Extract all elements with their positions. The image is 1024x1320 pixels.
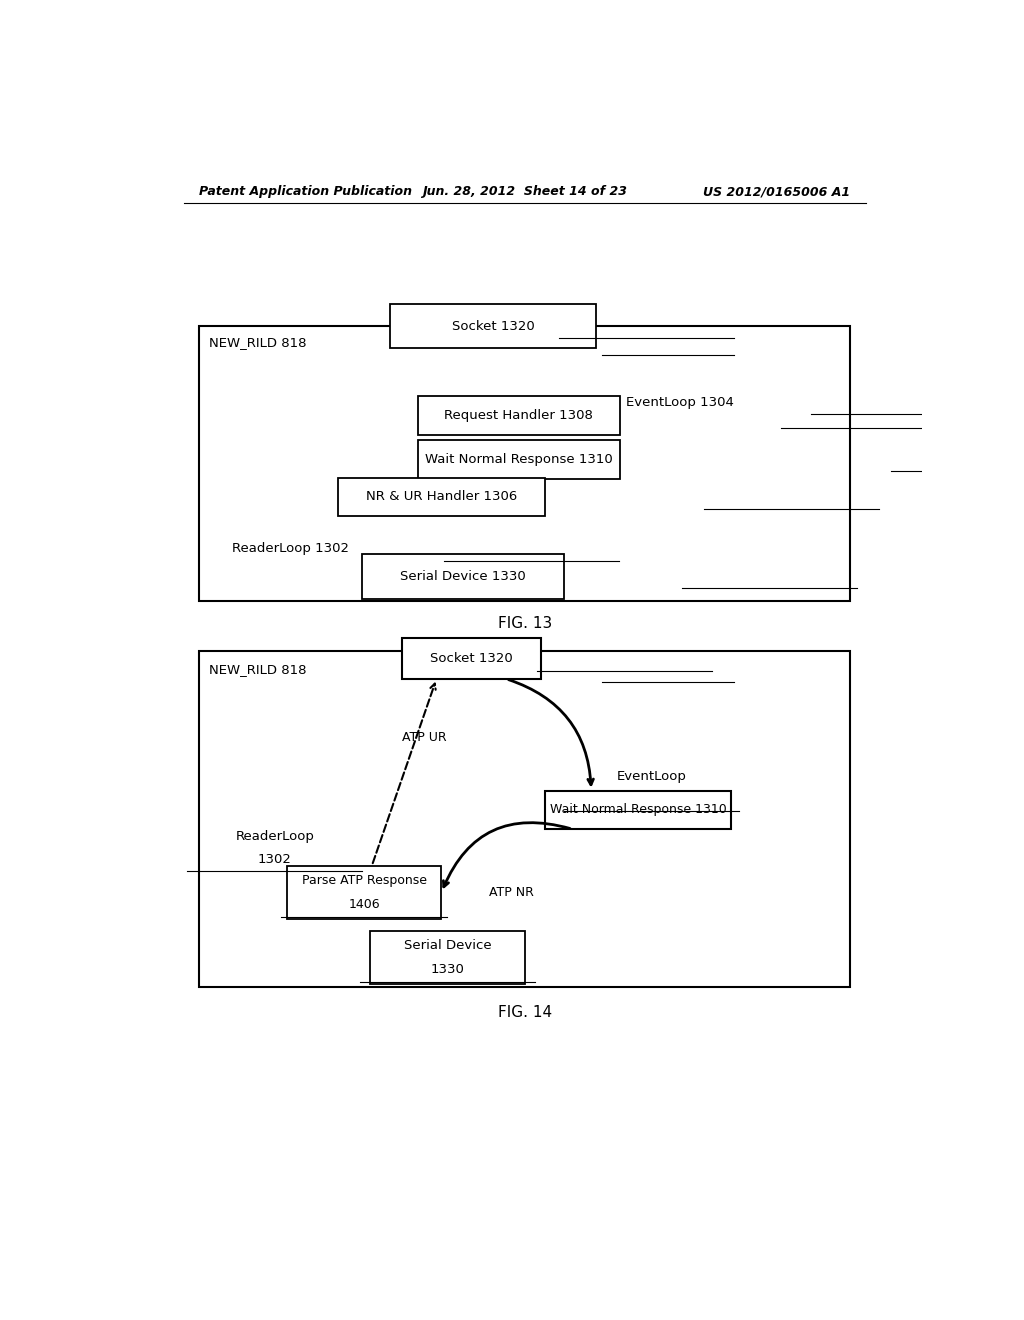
FancyBboxPatch shape	[545, 791, 731, 829]
Text: Socket 1320: Socket 1320	[430, 652, 513, 665]
FancyBboxPatch shape	[362, 554, 564, 598]
Text: Wait Normal Response 1310: Wait Normal Response 1310	[550, 804, 726, 816]
Text: EventLoop: EventLoop	[616, 770, 687, 783]
FancyBboxPatch shape	[418, 440, 620, 479]
Ellipse shape	[200, 784, 350, 936]
FancyBboxPatch shape	[418, 396, 620, 434]
Text: Socket 1320: Socket 1320	[452, 319, 535, 333]
FancyBboxPatch shape	[200, 326, 850, 601]
Ellipse shape	[211, 446, 378, 593]
Text: ATP NR: ATP NR	[489, 886, 534, 899]
FancyBboxPatch shape	[390, 304, 596, 348]
FancyBboxPatch shape	[200, 651, 850, 987]
Text: Parse ATP Response: Parse ATP Response	[302, 874, 427, 887]
FancyBboxPatch shape	[370, 931, 524, 983]
Text: NR & UR Handler 1306: NR & UR Handler 1306	[366, 490, 517, 503]
Text: Wait Normal Response 1310: Wait Normal Response 1310	[425, 453, 612, 466]
Text: FIG. 13: FIG. 13	[498, 616, 552, 631]
Text: 1330: 1330	[430, 964, 464, 975]
Ellipse shape	[553, 731, 751, 898]
Text: ReaderLoop 1302: ReaderLoop 1302	[232, 543, 349, 554]
FancyBboxPatch shape	[287, 866, 441, 919]
Text: ATP UR: ATP UR	[401, 731, 446, 744]
Text: Request Handler 1308: Request Handler 1308	[444, 409, 593, 422]
Text: Patent Application Publication: Patent Application Publication	[200, 185, 413, 198]
Text: EventLoop 1304: EventLoop 1304	[626, 396, 733, 409]
Text: NEW_RILD 818: NEW_RILD 818	[209, 335, 306, 348]
Text: US 2012/0165006 A1: US 2012/0165006 A1	[703, 185, 850, 198]
Text: FIG. 14: FIG. 14	[498, 1005, 552, 1019]
Text: NEW_RILD 818: NEW_RILD 818	[209, 663, 306, 676]
Ellipse shape	[581, 372, 763, 545]
Text: 1406: 1406	[348, 898, 380, 911]
Text: 1304: 1304	[635, 792, 669, 805]
Text: ReaderLoop: ReaderLoop	[236, 830, 314, 843]
Text: Serial Device 1330: Serial Device 1330	[400, 570, 526, 582]
FancyBboxPatch shape	[401, 638, 541, 678]
Text: 1302: 1302	[258, 853, 292, 866]
Text: Serial Device: Serial Device	[403, 939, 492, 952]
FancyBboxPatch shape	[338, 478, 545, 516]
Text: Jun. 28, 2012  Sheet 14 of 23: Jun. 28, 2012 Sheet 14 of 23	[422, 185, 628, 198]
